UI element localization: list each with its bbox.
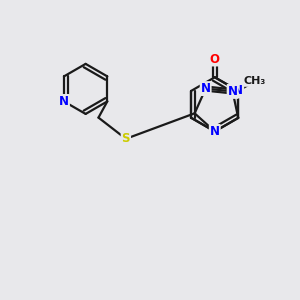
Text: N: N [201,82,211,95]
Text: N: N [59,95,69,108]
Text: S: S [122,132,130,145]
Text: CH₃: CH₃ [244,76,266,86]
Text: O: O [210,52,220,65]
Text: N: N [233,84,243,97]
Text: N: N [210,125,220,138]
Text: N: N [228,85,238,98]
